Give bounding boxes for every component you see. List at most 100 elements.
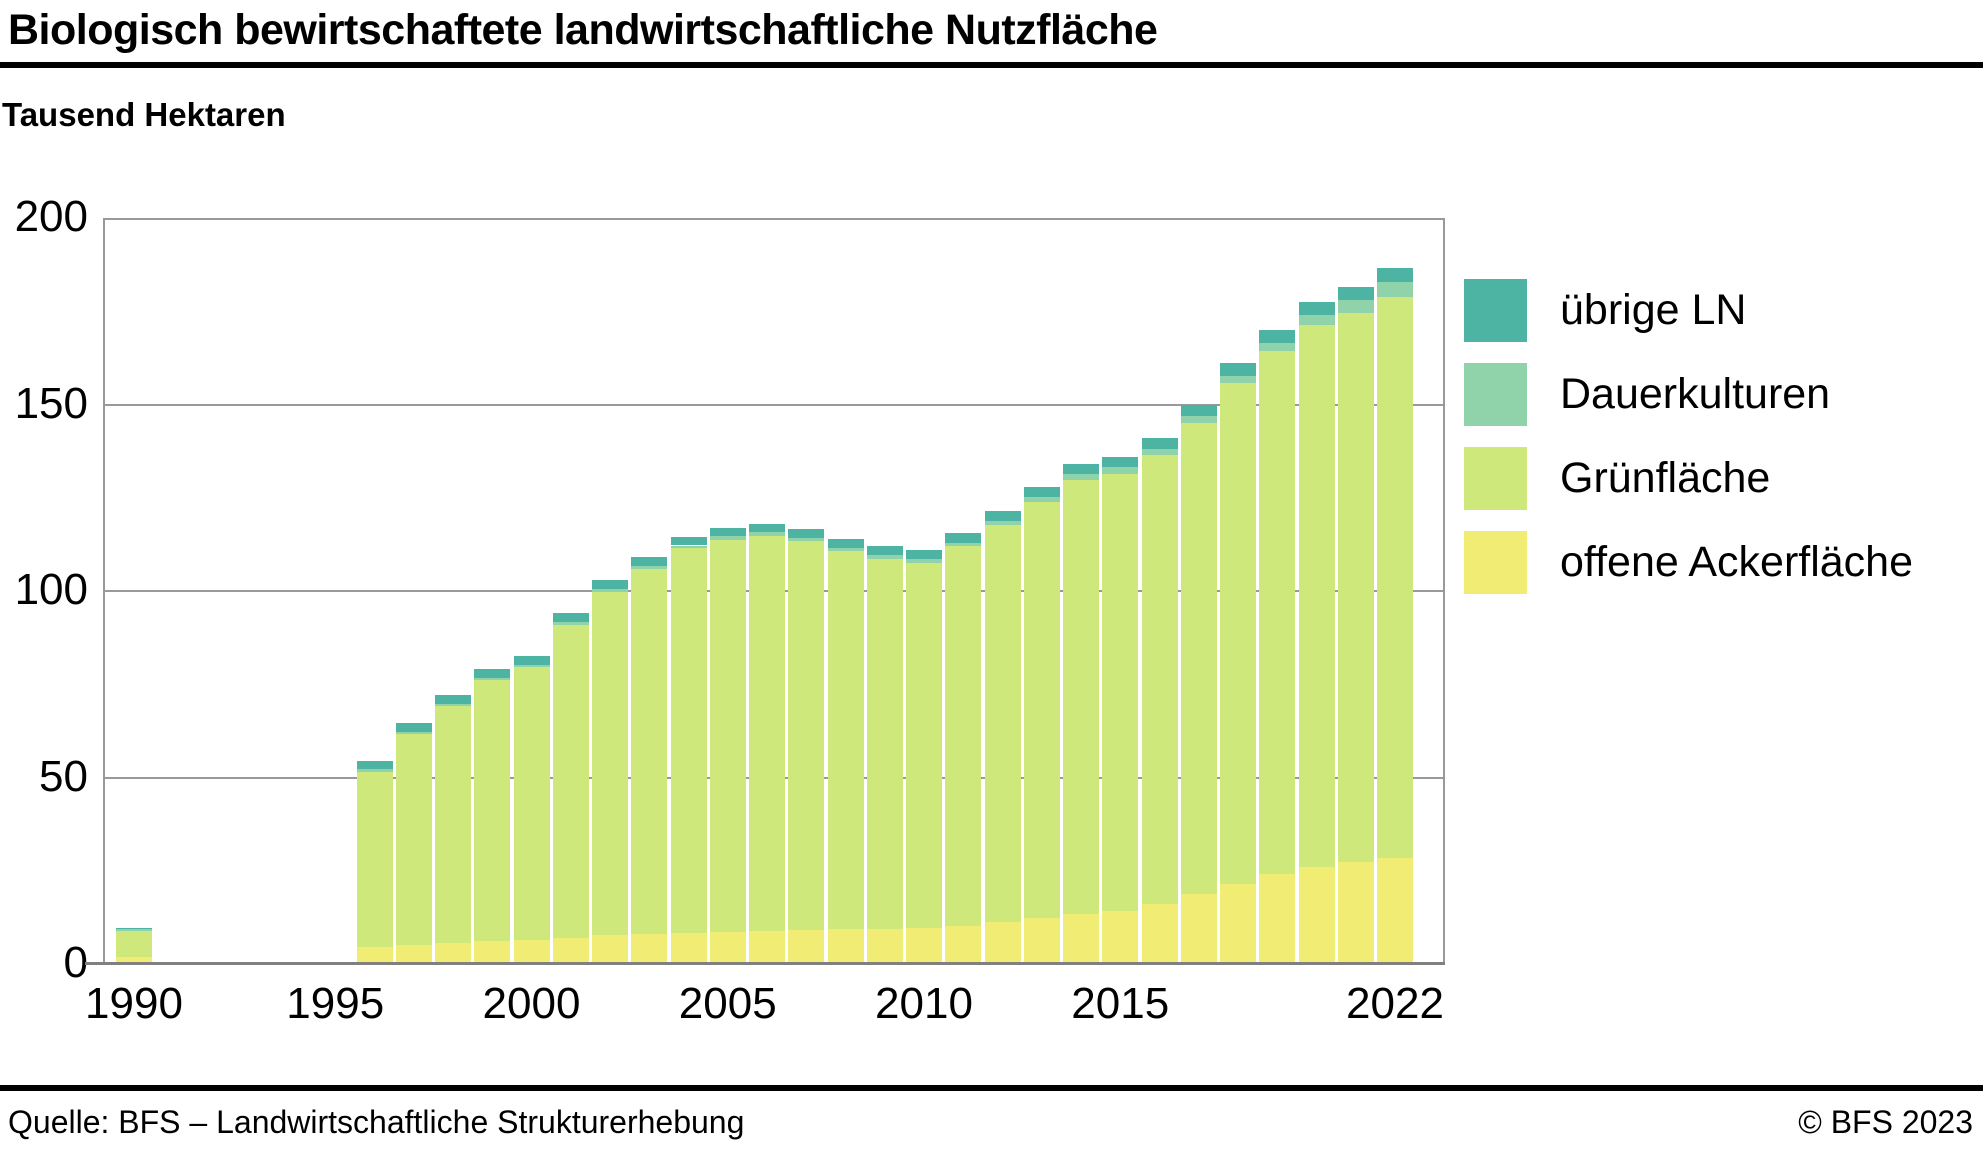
bar-segment	[827, 538, 864, 548]
bar-segment	[1063, 480, 1099, 915]
bar-segment	[1023, 918, 1060, 964]
bar-2014	[1063, 464, 1099, 964]
gridline-150	[103, 403, 1445, 406]
bar-segment	[827, 551, 864, 930]
bar-segment	[513, 664, 550, 668]
bar-segment	[1141, 438, 1178, 449]
bar-2006	[749, 523, 785, 964]
bar-2018	[1220, 363, 1256, 964]
bar-2008	[827, 538, 864, 964]
bar-segment	[1259, 342, 1296, 352]
x-tick-label: 1990	[85, 979, 183, 1028]
bar-segment	[116, 956, 152, 964]
bar-2007	[788, 529, 825, 964]
bar-1998	[435, 695, 471, 964]
bar-segment	[1023, 501, 1060, 919]
bar-segment	[513, 940, 550, 964]
bar-segment	[116, 928, 152, 931]
bar-segment	[749, 930, 785, 964]
bar-segment	[709, 931, 746, 964]
bar-segment	[435, 706, 471, 944]
legend-swatch	[1464, 279, 1527, 342]
bar-segment	[1141, 903, 1178, 964]
bar-segment	[1180, 404, 1217, 417]
bar-segment	[1298, 867, 1335, 964]
bar-segment	[1063, 474, 1099, 481]
bar-segment	[395, 734, 432, 945]
bar-2005	[709, 527, 746, 964]
bar-segment	[1141, 448, 1178, 456]
legend-label: übrige LN	[1560, 286, 1747, 334]
bar-segment	[474, 941, 511, 964]
bar-segment	[906, 562, 942, 928]
axis-unit-label: Tausend Hektaren	[2, 96, 286, 133]
footer-divider	[0, 1085, 1983, 1091]
bar-segment	[984, 510, 1021, 521]
bar-segment	[1102, 910, 1139, 964]
bar-1997	[395, 723, 432, 964]
bar-segment	[749, 535, 785, 931]
bar-segment	[116, 928, 152, 929]
x-tick-label: 2005	[678, 979, 777, 1028]
bar-2004	[670, 536, 707, 964]
bar-segment	[945, 925, 982, 964]
bar-segment	[116, 930, 152, 957]
legend-label: Dauerkulturen	[1560, 370, 1831, 418]
bar-segment	[749, 532, 785, 536]
bar-2012	[984, 510, 1021, 964]
bar-segment	[1377, 857, 1413, 964]
bar-segment	[435, 703, 471, 707]
bar-segment	[395, 731, 432, 735]
bar-segment	[788, 541, 825, 931]
bar-1999	[474, 669, 511, 964]
bar-segment	[1337, 300, 1374, 314]
bar-segment	[592, 935, 628, 964]
bar-segment	[1102, 456, 1139, 468]
bar-segment	[1377, 296, 1413, 858]
x-tick-label: 2000	[482, 979, 581, 1028]
bar-segment	[552, 613, 589, 623]
bar-2019	[1259, 329, 1296, 964]
bar-segment	[1180, 893, 1217, 964]
bar-2003	[631, 557, 668, 964]
bar-segment	[631, 557, 668, 567]
bar-segment	[945, 533, 982, 543]
x-tick-label: 2010	[875, 979, 973, 1028]
bar-segment	[552, 622, 589, 626]
bar-segment	[906, 549, 942, 559]
bar-segment	[709, 527, 746, 537]
bar-segment	[513, 667, 550, 941]
x-tick-label: 1995	[286, 979, 385, 1028]
legend-label: Grünfläche	[1560, 454, 1771, 502]
bar-segment	[749, 523, 785, 533]
bar-segment	[552, 937, 589, 964]
bar-segment	[1180, 416, 1217, 424]
bar-2000	[513, 656, 550, 964]
bar-segment	[1220, 376, 1256, 383]
bar-segment	[1220, 883, 1256, 964]
x-tick-label: 2022	[1346, 979, 1444, 1028]
bar-2013	[1023, 486, 1060, 964]
bar-segment	[1298, 314, 1335, 326]
bar-segment	[1063, 914, 1099, 964]
legend-swatch	[1464, 531, 1527, 594]
bar-2001	[552, 613, 589, 964]
bar-segment	[474, 669, 511, 678]
bar-segment	[1063, 464, 1099, 475]
bar-segment	[1023, 486, 1060, 497]
bar-segment	[1220, 363, 1256, 377]
y-tick-label: 50	[39, 751, 88, 801]
bar-segment	[1180, 423, 1217, 894]
bar-segment	[1298, 301, 1335, 315]
bar-segment	[1141, 455, 1178, 904]
bar-segment	[709, 536, 746, 540]
bar-segment	[709, 539, 746, 932]
bar-segment	[984, 921, 1021, 964]
bar-2015	[1102, 456, 1139, 964]
bar-segment	[670, 545, 707, 549]
bar-segment	[356, 946, 393, 964]
source-note: Quelle: BFS – Landwirtschaftliche Strukt…	[8, 1104, 745, 1140]
bar-2017	[1180, 404, 1217, 964]
bar-segment	[906, 558, 942, 563]
bar-segment	[435, 695, 471, 704]
